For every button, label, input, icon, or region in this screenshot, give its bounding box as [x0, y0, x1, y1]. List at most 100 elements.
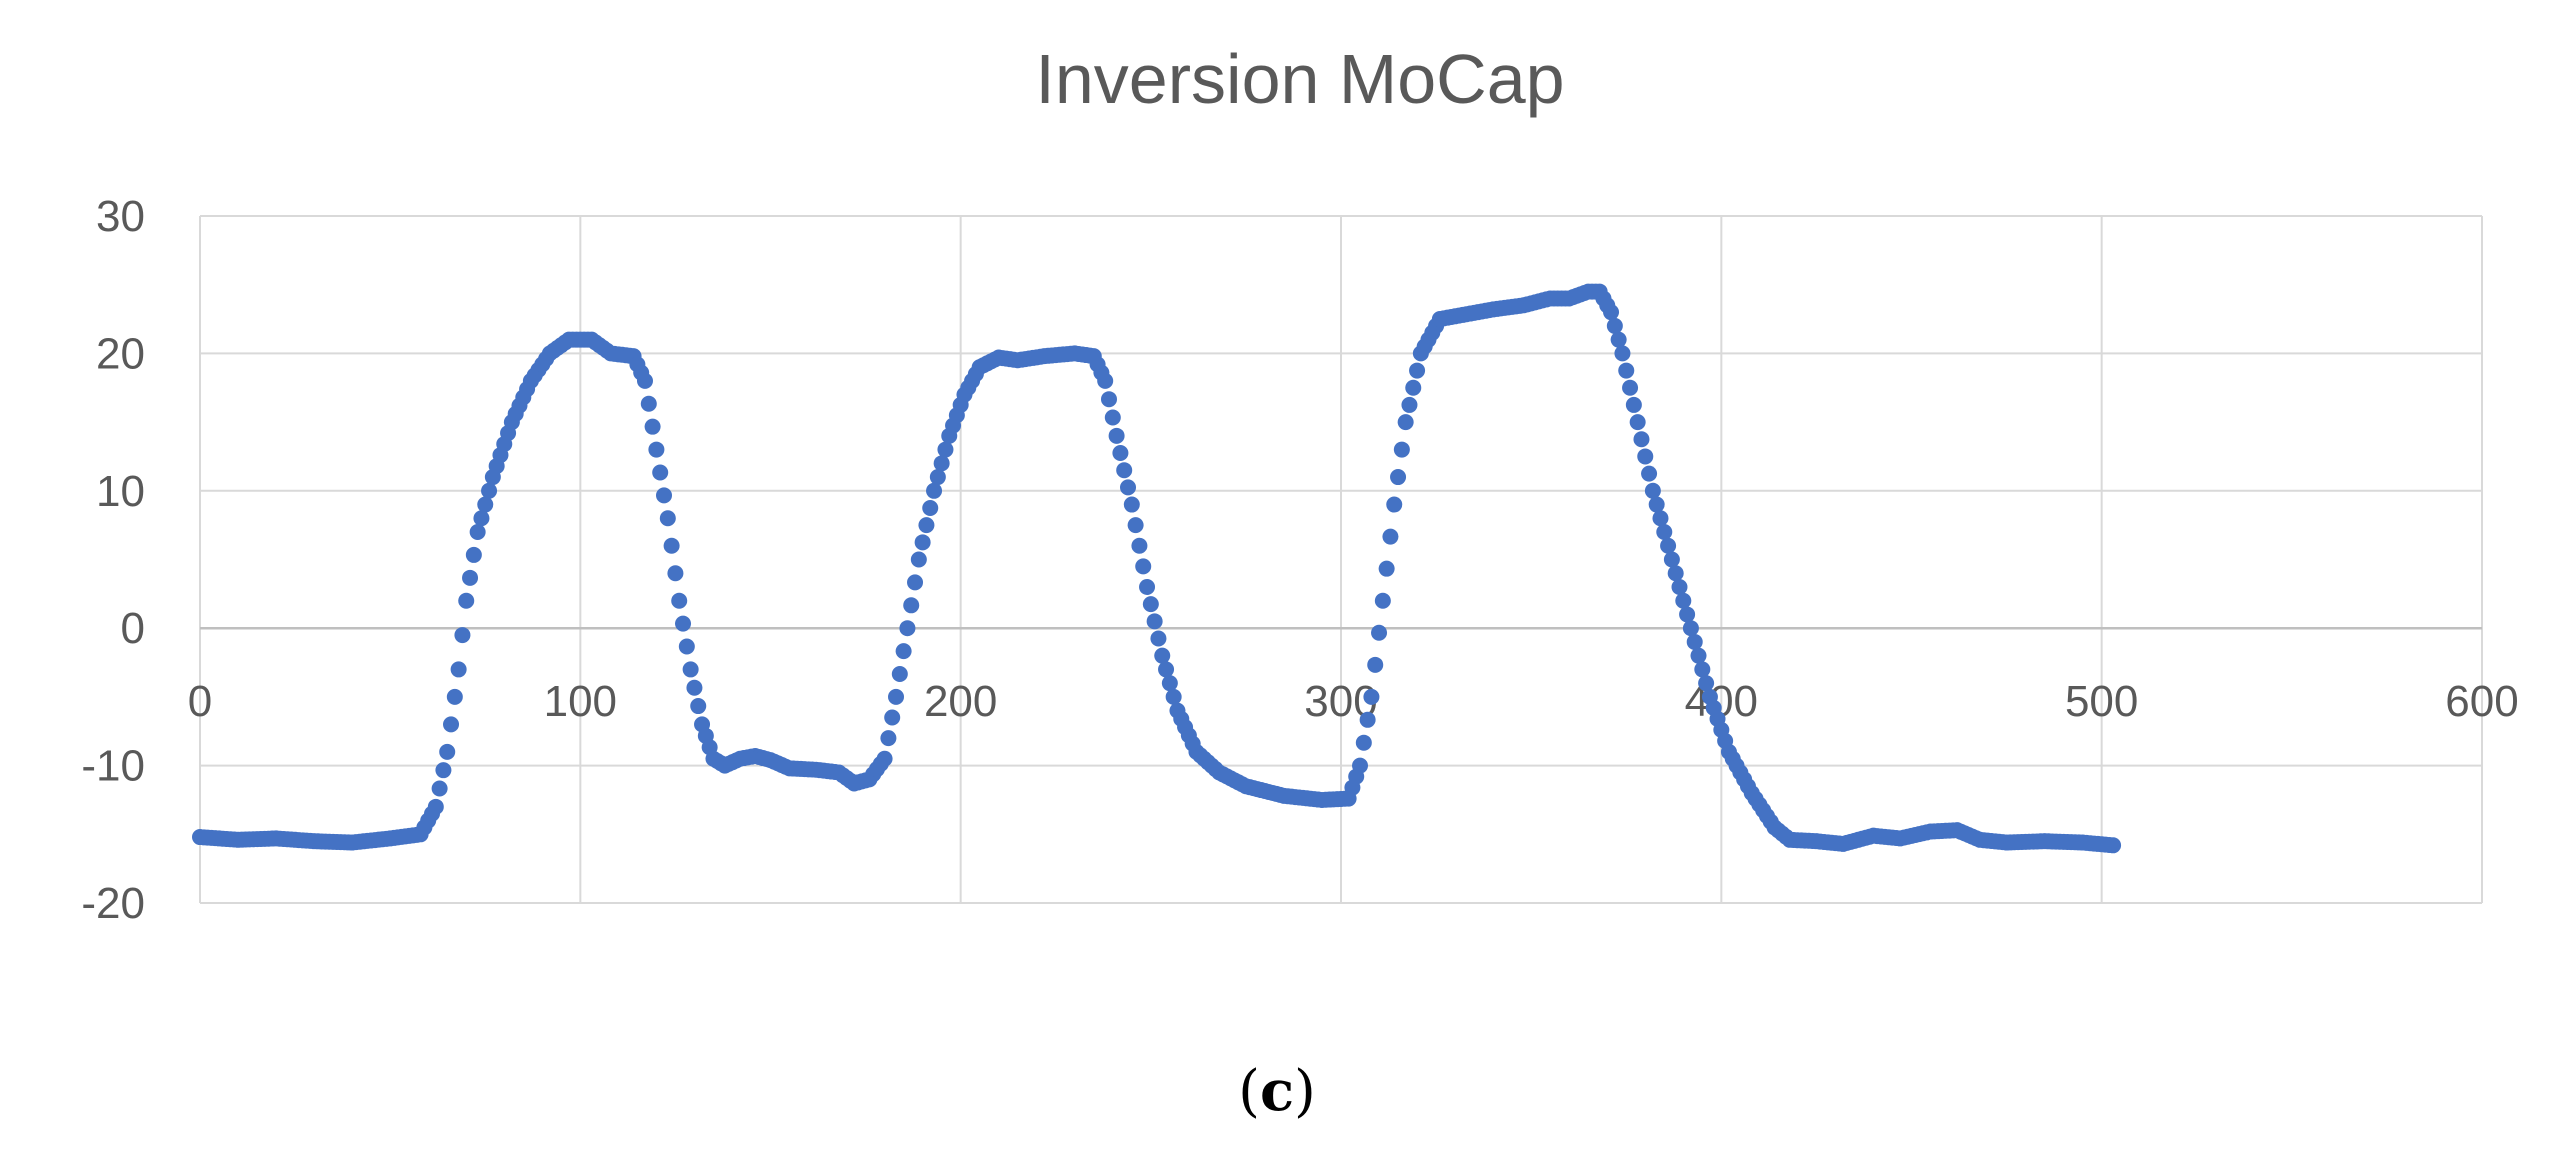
y-tick-label: 20	[96, 329, 145, 378]
data-point	[1154, 647, 1171, 664]
data-point	[2105, 837, 2122, 854]
data-point	[1633, 431, 1650, 448]
data-point	[1675, 592, 1692, 609]
data-points	[192, 283, 2122, 854]
y-tick-label: -20	[81, 879, 145, 928]
data-point	[1641, 465, 1658, 482]
data-point	[644, 418, 661, 435]
data-point	[1363, 688, 1380, 705]
data-point	[895, 643, 912, 660]
data-point	[937, 441, 954, 458]
data-point	[656, 487, 673, 504]
data-point	[648, 441, 665, 458]
data-point	[1401, 396, 1418, 413]
y-tick-label: 0	[121, 604, 145, 653]
caption-letter: c	[1260, 1058, 1294, 1124]
data-point	[1112, 445, 1129, 462]
data-point	[1686, 633, 1703, 650]
data-point	[675, 615, 692, 632]
data-point	[1694, 661, 1711, 678]
data-point	[1682, 620, 1699, 637]
data-point	[458, 592, 475, 609]
data-point	[462, 569, 479, 586]
x-tick-label: 100	[544, 677, 617, 726]
data-point	[690, 698, 707, 715]
data-point	[1390, 469, 1407, 486]
data-point	[1371, 624, 1388, 641]
data-point	[1405, 379, 1422, 396]
data-point	[929, 469, 946, 486]
data-point	[876, 750, 893, 767]
data-point	[1131, 537, 1148, 554]
data-point	[907, 574, 924, 591]
data-point	[1603, 304, 1620, 321]
data-point	[910, 551, 927, 568]
x-tick-label: 0	[188, 677, 212, 726]
data-point	[671, 592, 688, 609]
data-point	[465, 546, 482, 563]
data-point	[450, 661, 467, 678]
data-point	[1409, 362, 1426, 379]
data-point	[1622, 379, 1639, 396]
data-point	[933, 455, 950, 472]
data-point	[1097, 372, 1114, 389]
data-point	[1161, 675, 1178, 692]
data-point	[481, 482, 498, 499]
data-point	[1123, 496, 1140, 513]
data-point	[1367, 656, 1384, 673]
caption-open: (	[1238, 1059, 1260, 1124]
data-point	[652, 464, 669, 481]
data-point	[1637, 448, 1654, 465]
data-point	[1698, 675, 1715, 692]
data-point	[1116, 462, 1133, 479]
data-point	[1614, 345, 1631, 362]
data-point	[477, 496, 494, 513]
data-point	[1644, 482, 1661, 499]
data-point	[899, 620, 916, 637]
data-point	[1142, 596, 1159, 613]
data-point	[443, 716, 460, 733]
y-tick-labels: -20 -10 0 10 20 30	[81, 192, 145, 928]
data-point	[1146, 613, 1163, 630]
gridlines	[199, 215, 2483, 904]
data-point	[1127, 517, 1144, 534]
data-point	[1625, 396, 1642, 413]
data-point	[678, 638, 695, 655]
data-point	[454, 627, 471, 644]
y-tick-label: -10	[81, 742, 145, 791]
x-tick-label: 600	[2445, 677, 2518, 726]
caption-close: )	[1294, 1059, 1316, 1124]
data-point	[1397, 414, 1414, 431]
data-point	[1652, 510, 1669, 527]
data-point	[1135, 558, 1152, 575]
data-point	[659, 510, 676, 527]
figure-caption: (c)	[1238, 1058, 1316, 1124]
data-point	[663, 537, 680, 554]
data-point	[1667, 565, 1684, 582]
data-point	[1108, 427, 1125, 444]
data-point	[469, 524, 486, 541]
data-point	[891, 666, 908, 682]
data-point	[636, 372, 653, 389]
data-point	[918, 517, 935, 534]
data-point	[1648, 496, 1665, 513]
y-tick-label: 30	[96, 192, 145, 241]
data-point	[435, 762, 452, 779]
data-point	[439, 743, 456, 760]
data-point	[1660, 537, 1677, 554]
y-tick-label: 10	[96, 467, 145, 516]
data-point	[1100, 391, 1117, 408]
data-point	[1656, 524, 1673, 541]
data-point	[1382, 528, 1399, 545]
data-point	[686, 679, 703, 696]
x-tick-labels: 0 100 200 300 400 500 600	[188, 677, 2519, 726]
data-point	[914, 534, 931, 551]
data-point	[473, 510, 490, 527]
data-point	[903, 597, 920, 614]
data-point	[1139, 578, 1156, 595]
data-point	[1120, 479, 1137, 496]
data-point	[667, 565, 684, 582]
data-point	[1610, 331, 1627, 348]
data-point	[1606, 317, 1623, 334]
